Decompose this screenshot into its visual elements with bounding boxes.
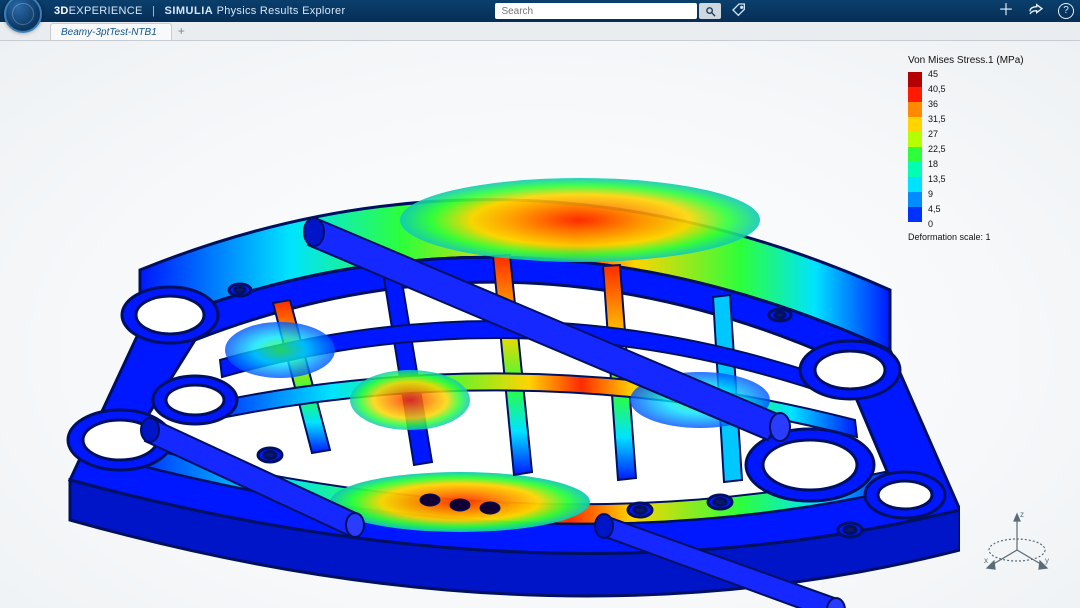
legend-title: Von Mises Stress.1 (MPa) [908, 55, 1058, 66]
legend-deformation-note: Deformation scale: 1 [908, 232, 1058, 242]
tab-add-button[interactable]: + [178, 24, 185, 38]
brand-simulia: SIMULIA [164, 5, 213, 17]
title-bar-actions: ＋ ? [998, 0, 1074, 22]
legend-ticks: 4540,53631,52722,51813,594,50 [928, 72, 946, 222]
legend-color-step [908, 162, 922, 177]
search-group [495, 2, 747, 21]
triad-y-label: y [1045, 556, 1049, 565]
share-icon[interactable] [1028, 3, 1044, 19]
search-icon[interactable] [699, 3, 721, 19]
legend-color-step [908, 147, 922, 162]
brand-app: Physics Results Explorer [217, 5, 346, 17]
legend-color-step [908, 207, 922, 222]
search-input[interactable] [495, 3, 697, 19]
legend-color-step [908, 192, 922, 207]
help-icon[interactable]: ? [1058, 3, 1074, 19]
brand-divider: | [152, 5, 155, 17]
legend-color-step [908, 132, 922, 147]
legend-color-step [908, 72, 922, 87]
result-legend: Von Mises Stress.1 (MPa) 4540,53631,5272… [908, 55, 1058, 242]
legend-color-step [908, 102, 922, 117]
tab-active[interactable]: Beamy-3ptTest-NTB1 [50, 23, 172, 40]
tab-bar: Beamy-3ptTest-NTB1 + [0, 22, 1080, 41]
brand-3d: 3D [54, 5, 69, 17]
brand-label: 3DEXPERIENCE | SIMULIA Physics Results E… [54, 5, 345, 17]
brand-experience: EXPERIENCE [69, 5, 143, 17]
tab-label: Beamy-3ptTest-NTB1 [61, 27, 157, 38]
legend-color-step [908, 177, 922, 192]
triad-z-label: z [1020, 510, 1024, 519]
title-bar: 3DEXPERIENCE | SIMULIA Physics Results E… [0, 0, 1080, 22]
tag-icon[interactable] [731, 2, 747, 21]
legend-color-step [908, 87, 922, 102]
legend-color-step [908, 117, 922, 132]
add-icon[interactable]: ＋ [998, 3, 1014, 19]
legend-color-bar [908, 72, 922, 222]
view-triad[interactable]: z x y [982, 508, 1052, 578]
triad-x-label: x [984, 556, 988, 565]
simulation-model [40, 100, 960, 608]
